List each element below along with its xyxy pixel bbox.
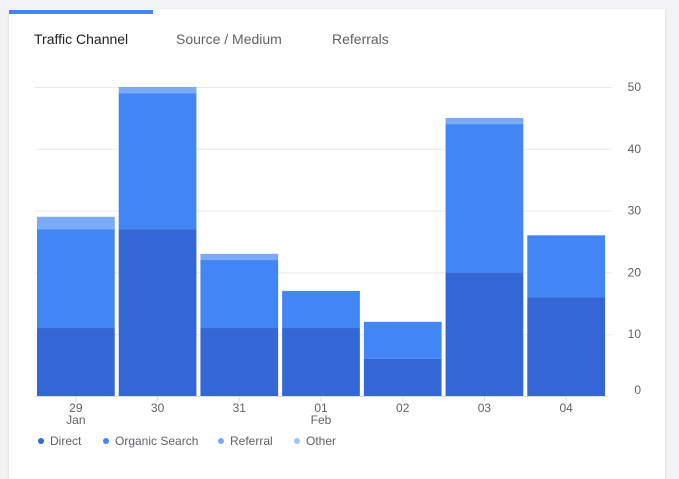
legend-dot-direct [38, 437, 44, 444]
tab-bar: Traffic Channel Source / Medium Referral… [0, 0, 679, 60]
legend-dot-referral [218, 437, 224, 444]
bar-organic-search-6 [527, 235, 605, 298]
tab-referrals[interactable]: Referrals [332, 31, 389, 47]
legend-item-referral[interactable]: Referral [218, 434, 273, 448]
tab-traffic-channel[interactable]: Traffic Channel [34, 31, 129, 47]
bar-direct-6 [527, 297, 605, 396]
bar-referral-1 [118, 87, 197, 94]
bar-direct-1 [118, 229, 197, 396]
legend-dot-organic-search [103, 437, 109, 444]
bar-organic-search-5 [445, 124, 524, 273]
x-tick-label-6: 04 [559, 401, 573, 415]
x-tick-label-3-month: Feb [311, 413, 332, 427]
y-tick-label-30: 30 [628, 204, 642, 218]
legend-item-organic-search[interactable]: Organic Search [103, 434, 198, 448]
bar-referral-5 [445, 117, 524, 125]
legend-item-direct[interactable]: Direct [38, 434, 81, 448]
x-tick-label-0-month: Jan [66, 413, 85, 427]
bar-organic-search-1 [118, 93, 197, 230]
bar-direct-5 [445, 272, 524, 396]
y-tick-label-20: 20 [628, 265, 642, 279]
bar-organic-search-2 [200, 260, 279, 329]
y-tick-label-10: 10 [628, 327, 642, 341]
bar-organic-search-0 [37, 229, 115, 329]
x-tick-label-4: 02 [396, 401, 410, 415]
bar-organic-search-4 [363, 321, 442, 359]
y-tick-label-40: 40 [628, 142, 642, 156]
bar-referral-2 [200, 253, 279, 261]
bar-referral-0 [37, 216, 115, 230]
y-tick-label-0: 0 [634, 383, 641, 397]
x-tick-label-0: 29 [69, 401, 83, 415]
x-tick-label-3: 01 [314, 401, 328, 415]
y-tick-label-50: 50 [628, 80, 642, 94]
x-tick-label-1: 30 [151, 401, 165, 415]
legend-item-other[interactable]: Other [294, 434, 336, 448]
bar-direct-0 [37, 328, 115, 396]
legend-dot-other [294, 437, 300, 444]
bar-direct-2 [200, 328, 279, 396]
x-tick-label-5: 03 [478, 401, 492, 415]
tab-source-medium[interactable]: Source / Medium [176, 31, 282, 47]
bar-direct-4 [363, 358, 442, 396]
bar-organic-search-3 [282, 290, 360, 329]
x-tick-label-2: 31 [233, 401, 247, 415]
bar-direct-3 [282, 328, 360, 396]
active-tab-indicator [9, 10, 153, 14]
